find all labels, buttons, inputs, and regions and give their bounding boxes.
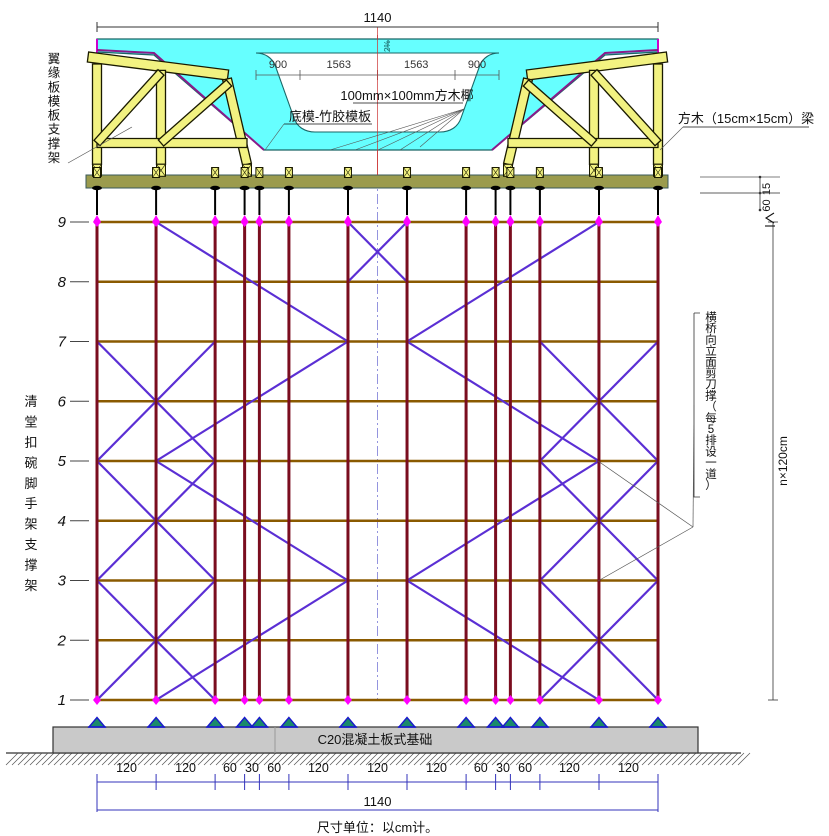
svg-text:8: 8 <box>58 274 67 291</box>
svg-text:900: 900 <box>468 59 486 71</box>
svg-text:60: 60 <box>223 761 237 775</box>
svg-text:排: 排 <box>705 433 717 447</box>
svg-text:1: 1 <box>58 692 66 709</box>
svg-text:架: 架 <box>24 517 37 532</box>
svg-text:向: 向 <box>705 332 717 346</box>
svg-text:架: 架 <box>24 578 37 593</box>
svg-text:模: 模 <box>48 94 61 108</box>
svg-text:支: 支 <box>48 123 61 137</box>
svg-text:30: 30 <box>245 761 259 775</box>
svg-text:6: 6 <box>58 393 67 410</box>
svg-text:5: 5 <box>708 424 714 436</box>
svg-text:支: 支 <box>24 537 37 552</box>
svg-text:撑: 撑 <box>48 136 61 151</box>
svg-text:3: 3 <box>58 573 67 590</box>
svg-text:100mm×100mm方木椰: 100mm×100mm方木椰 <box>340 88 473 103</box>
svg-text:翼: 翼 <box>48 52 61 66</box>
svg-text:清: 清 <box>24 394 37 409</box>
svg-text:碗: 碗 <box>24 455 37 470</box>
svg-text:9: 9 <box>58 214 67 231</box>
svg-text:道: 道 <box>705 467 717 481</box>
svg-text:脚: 脚 <box>24 476 37 491</box>
svg-text:60: 60 <box>474 761 488 775</box>
svg-text:C20混凝土板式基础: C20混凝土板式基础 <box>318 732 433 747</box>
svg-text:1563: 1563 <box>327 59 351 71</box>
svg-text:7: 7 <box>58 334 67 351</box>
svg-text:n×120cm: n×120cm <box>776 436 790 486</box>
svg-text:刀: 刀 <box>705 379 717 391</box>
svg-text:120: 120 <box>308 761 329 775</box>
svg-text:5: 5 <box>58 453 67 470</box>
svg-text:一: 一 <box>705 458 717 470</box>
svg-text:30: 30 <box>496 761 510 775</box>
svg-text:撑: 撑 <box>705 388 717 402</box>
svg-text:4: 4 <box>58 513 66 530</box>
svg-text:底模-竹胶模板: 底模-竹胶模板 <box>289 109 371 124</box>
svg-text:板: 板 <box>48 80 61 94</box>
svg-text:2%: 2% <box>383 40 392 52</box>
svg-text:撑: 撑 <box>24 558 37 573</box>
svg-text:手: 手 <box>24 496 37 511</box>
svg-text:板: 板 <box>48 109 61 123</box>
svg-text:120: 120 <box>367 761 388 775</box>
svg-text:120: 120 <box>426 761 447 775</box>
svg-text:缘: 缘 <box>48 66 61 80</box>
svg-text:60: 60 <box>267 761 281 775</box>
svg-text:方木（15cm×15cm）梁: 方木（15cm×15cm）梁 <box>678 111 814 126</box>
svg-text:设: 设 <box>705 445 717 458</box>
svg-text:堂: 堂 <box>24 414 37 429</box>
svg-text:120: 120 <box>175 761 196 775</box>
svg-text:1140: 1140 <box>364 10 392 25</box>
svg-text:）: ） <box>705 479 717 492</box>
svg-text:面: 面 <box>705 357 717 369</box>
svg-text:剪: 剪 <box>705 366 717 380</box>
svg-text:尺寸单位：以cm计。: 尺寸单位：以cm计。 <box>317 820 438 835</box>
svg-text:120: 120 <box>618 761 639 775</box>
svg-text:桥: 桥 <box>705 322 717 335</box>
svg-text:（: （ <box>705 401 717 414</box>
svg-text:120: 120 <box>559 761 580 775</box>
svg-text:900: 900 <box>269 59 287 71</box>
svg-text:立: 立 <box>705 344 717 358</box>
svg-text:架: 架 <box>48 151 61 165</box>
svg-text:横: 横 <box>705 310 717 324</box>
svg-text:1140: 1140 <box>364 794 392 809</box>
svg-text:60: 60 <box>761 199 773 211</box>
svg-text:120: 120 <box>116 761 137 775</box>
svg-text:2: 2 <box>57 632 67 649</box>
svg-text:扣: 扣 <box>24 435 37 450</box>
svg-text:1563: 1563 <box>404 59 428 71</box>
svg-text:每: 每 <box>705 411 717 425</box>
svg-text:60: 60 <box>518 761 532 775</box>
